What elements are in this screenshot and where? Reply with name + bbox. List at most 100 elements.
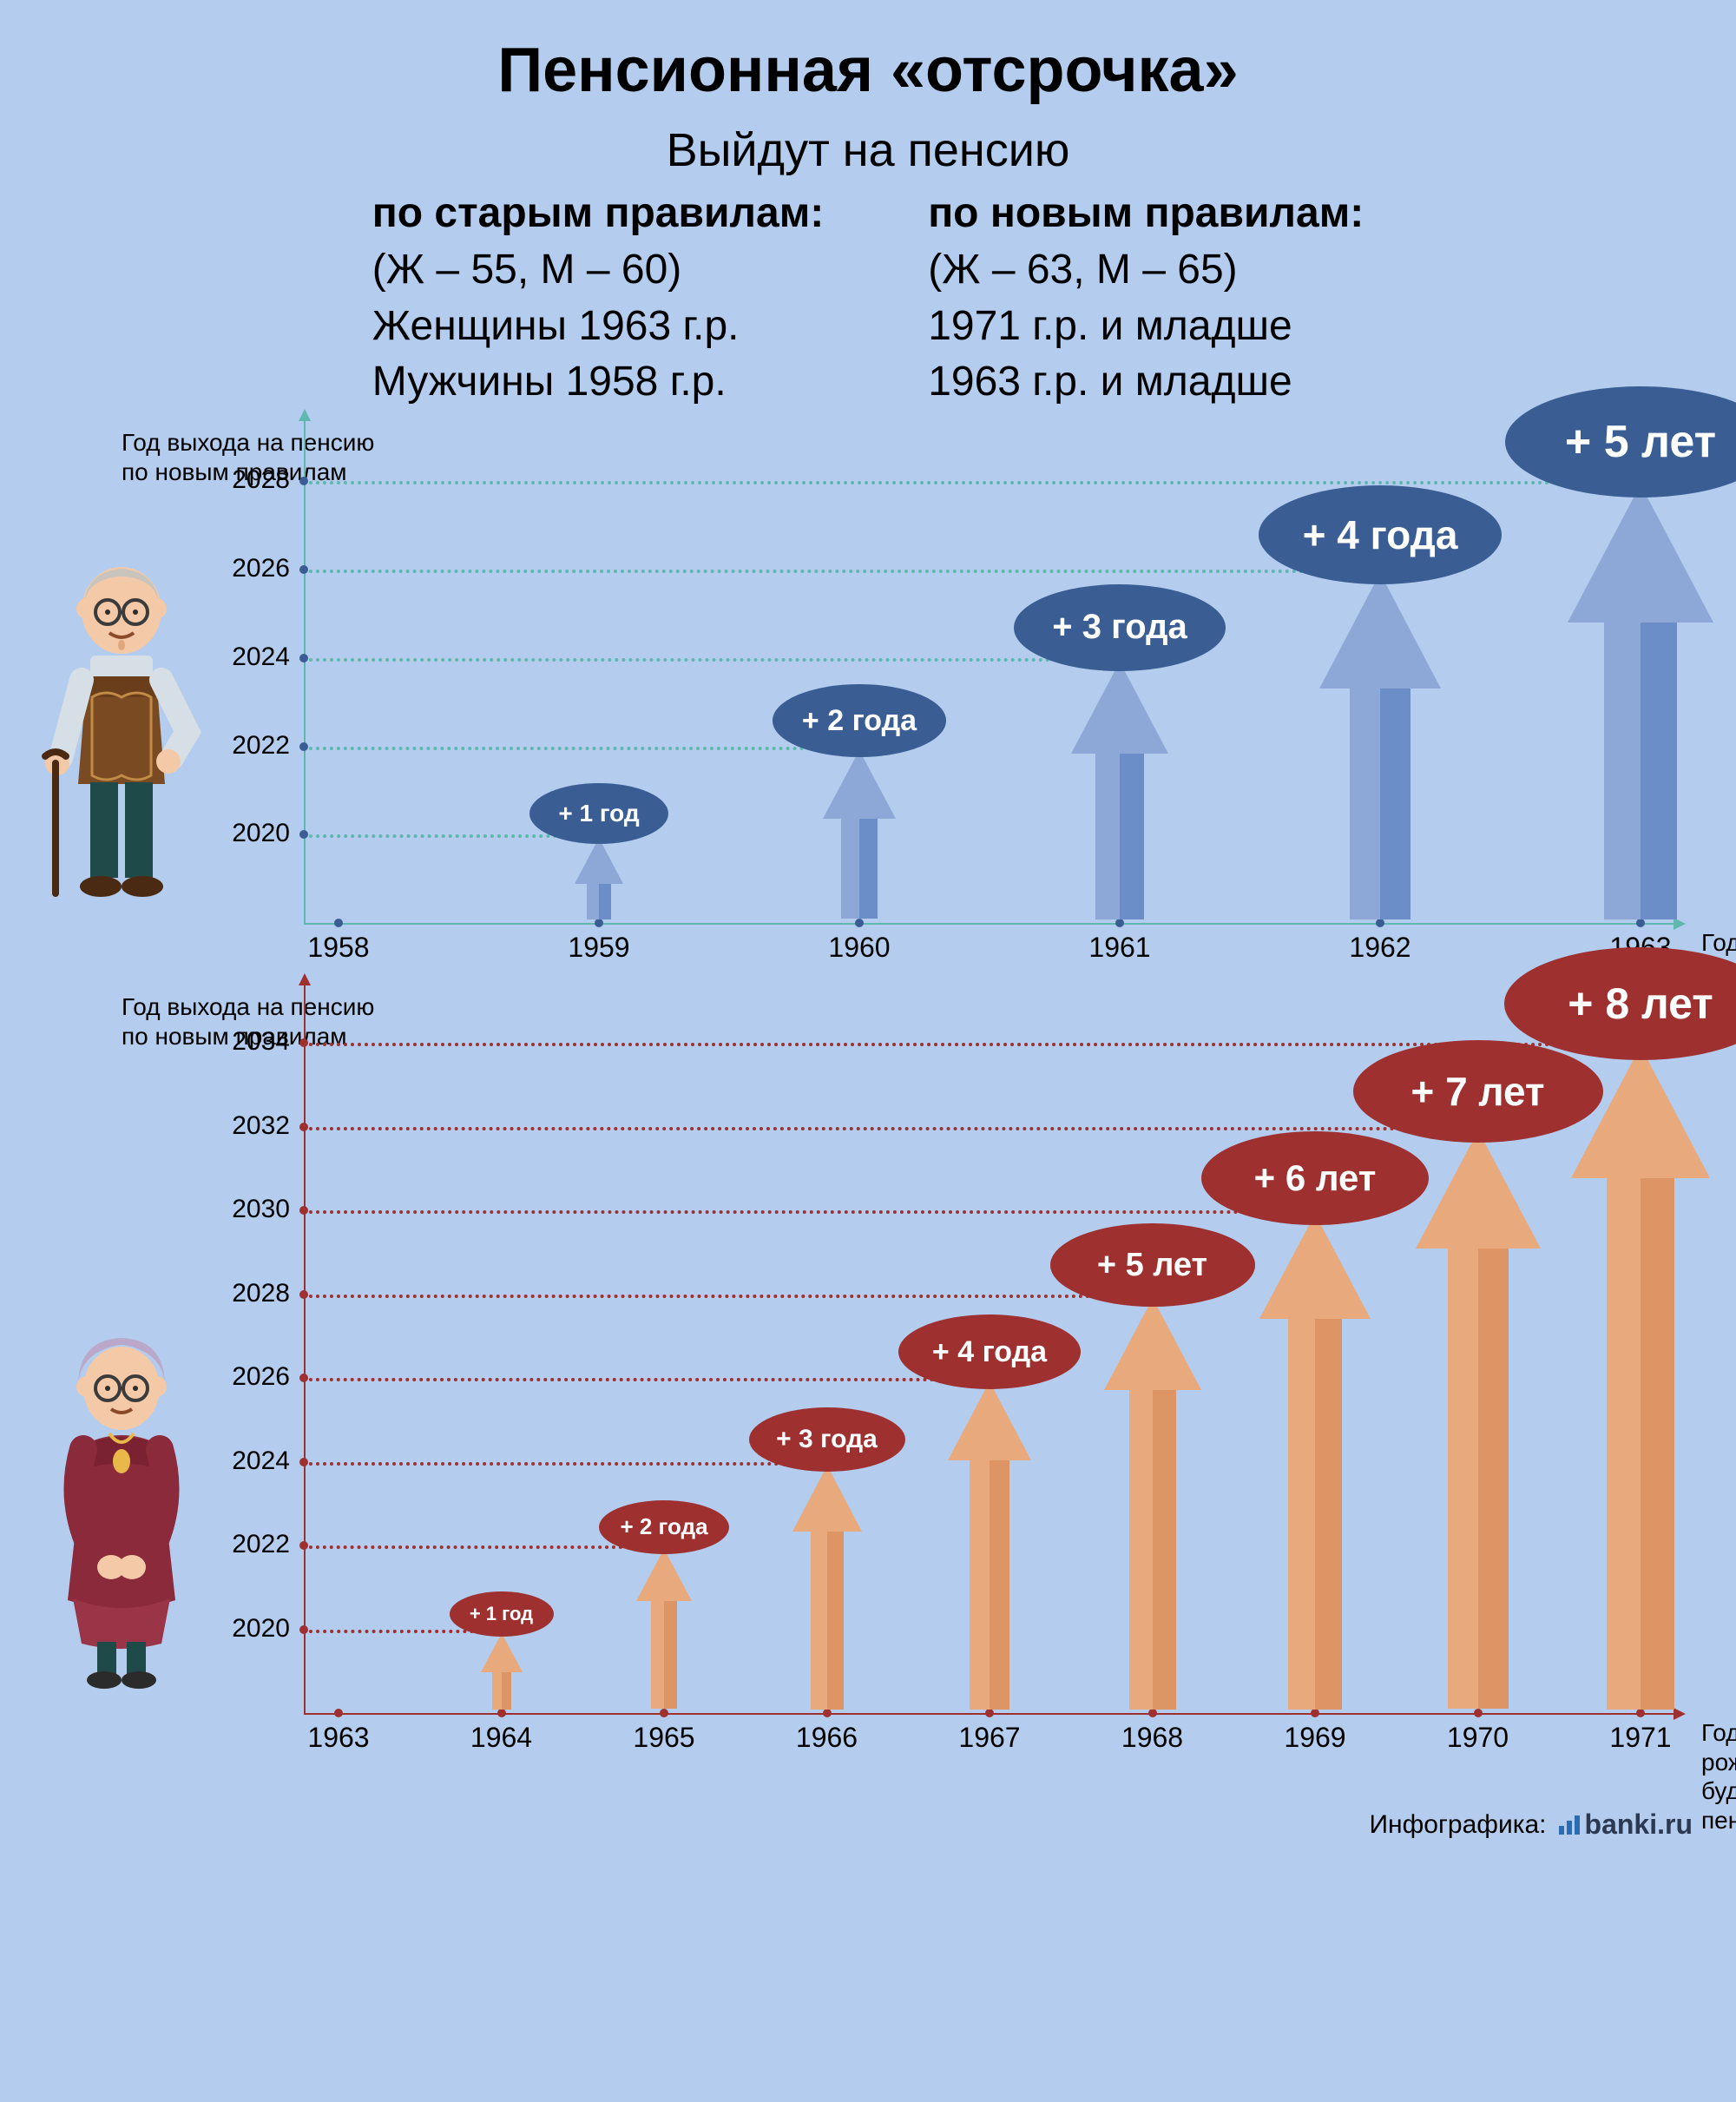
women-arrow-head <box>481 1633 523 1672</box>
men-arrow-shaft <box>1604 623 1677 919</box>
chart-men: Год выхода на пенсию по новым правилам20… <box>234 437 1693 992</box>
rules-old-line: Мужчины 1958 г.р. <box>372 354 824 411</box>
women-y-tick-label: 2034 <box>232 1027 290 1057</box>
women-arrow-shaft <box>492 1672 511 1710</box>
women-gridline <box>309 1210 1315 1214</box>
women-y-tick-label: 2030 <box>232 1195 290 1224</box>
women-gridline <box>309 1127 1478 1130</box>
women-arrow-shaft <box>970 1460 1009 1710</box>
page: Пенсионная «отсрочка» Выйдут на пенсию п… <box>0 0 1736 1867</box>
women-y-tick-dot <box>299 1123 308 1131</box>
grandpa-icon <box>26 558 217 906</box>
men-x-axis <box>304 923 1675 925</box>
men-x-tick-label: 1962 <box>1349 932 1410 964</box>
women-x-tick-label: 1971 <box>1609 1722 1671 1754</box>
women-y-axis-arrow <box>299 973 311 985</box>
rules-old-line: (Ж – 55, М – 60) <box>372 242 824 299</box>
men-arrow-shaft <box>1095 754 1144 919</box>
women-x-tick-dot <box>1636 1709 1645 1717</box>
grandma-icon <box>26 1331 217 1696</box>
men-gridline <box>309 747 859 750</box>
mascot-grandpa <box>9 558 234 992</box>
women-x-tick-label: 1964 <box>470 1722 532 1754</box>
women-y-tick-dot <box>299 1290 308 1299</box>
women-gridline <box>309 1295 1153 1298</box>
men-arrow-shaft <box>587 884 611 919</box>
footer: Инфографика: banki.ru <box>9 1791 1727 1841</box>
women-gridline <box>309 1378 990 1381</box>
women-arrow-head <box>1416 1130 1541 1249</box>
page-title: Пенсионная «отсрочка» <box>9 35 1727 106</box>
women-arrow-shaft <box>811 1532 844 1710</box>
women-badge: + 1 год <box>450 1591 554 1637</box>
women-arrow <box>481 1633 523 1710</box>
men-y-title: Год выхода на пенсию по новым правилам <box>122 428 469 486</box>
rules-old: по старым правилам: (Ж – 55, М – 60) Жен… <box>372 186 824 411</box>
rules-new: по новым правилам: (Ж – 63, М – 65) 1971… <box>928 186 1364 411</box>
men-arrow <box>823 750 896 920</box>
women-x-tick-label: 1969 <box>1284 1722 1345 1754</box>
men-y-axis <box>304 419 306 923</box>
women-x-tick-label: 1970 <box>1447 1722 1509 1754</box>
women-x-tick-dot <box>1311 1709 1319 1717</box>
men-arrow <box>1071 662 1168 919</box>
men-y-tick-label: 2020 <box>232 819 290 848</box>
men-gridline <box>309 570 1380 573</box>
chart-women-wrap: Год выхода на пенсию по новым правилам20… <box>9 1001 1727 1782</box>
women-x-tick-label: 1967 <box>958 1722 1020 1754</box>
women-x-axis-arrow <box>1674 1708 1686 1720</box>
women-x-tick-dot <box>1474 1709 1483 1717</box>
men-y-tick-label: 2022 <box>232 731 290 761</box>
women-y-title: Год выхода на пенсию по новым правилам <box>122 992 469 1051</box>
women-badge: + 6 лет <box>1201 1131 1429 1225</box>
men-x-tick-dot <box>855 919 864 927</box>
men-x-tick-label: 1958 <box>307 932 369 964</box>
women-y-tick-label: 2020 <box>232 1614 290 1644</box>
women-y-tick-label: 2032 <box>232 1111 290 1141</box>
women-arrow <box>948 1381 1031 1710</box>
men-gridline <box>309 658 1120 662</box>
men-badge: + 4 года <box>1259 485 1502 584</box>
women-x-tick-dot <box>985 1709 994 1717</box>
women-arrow-shaft <box>1288 1319 1342 1709</box>
men-arrow <box>1319 573 1441 919</box>
women-y-tick-label: 2022 <box>232 1530 290 1559</box>
women-x-tick-dot <box>334 1709 343 1717</box>
men-badge: + 3 года <box>1014 584 1226 671</box>
men-y-tick-dot <box>299 742 308 751</box>
brand-logo: banki.ru <box>1559 1809 1693 1841</box>
women-arrow <box>1416 1130 1541 1710</box>
men-y-tick-dot <box>299 830 308 839</box>
mascot-grandma <box>9 1331 234 1782</box>
women-arrow-head <box>1571 1046 1710 1178</box>
men-x-tick-label: 1959 <box>568 932 629 964</box>
page-subtitle: Выйдут на пенсию <box>9 123 1727 177</box>
men-arrow-head <box>823 750 896 819</box>
men-x-axis-arrow <box>1674 918 1686 930</box>
chart-men-wrap: Год выхода на пенсию по новым правилам20… <box>9 437 1727 992</box>
men-arrow-head <box>1071 662 1168 754</box>
men-x-tick-dot <box>595 919 603 927</box>
women-arrow-head <box>948 1381 1031 1460</box>
men-x-tick-label: 1961 <box>1088 932 1150 964</box>
men-gridline <box>309 481 1641 484</box>
men-arrow <box>1568 484 1713 919</box>
men-arrow-head <box>1568 484 1713 623</box>
brand-name: banki.ru <box>1585 1809 1693 1841</box>
women-badge: + 5 лет <box>1050 1223 1255 1307</box>
men-badge: + 2 года <box>773 684 946 757</box>
women-arrow-head <box>792 1466 862 1532</box>
footer-label: Инфографика: <box>1369 1810 1546 1840</box>
women-y-tick-dot <box>299 1374 308 1382</box>
women-arrow <box>1571 1046 1710 1710</box>
rules-row: по старым правилам: (Ж – 55, М – 60) Жен… <box>9 186 1727 411</box>
women-y-tick-label: 2028 <box>232 1279 290 1308</box>
women-badge: + 2 года <box>599 1500 729 1554</box>
women-x-tick-label: 1968 <box>1121 1722 1183 1754</box>
women-arrow <box>636 1549 692 1710</box>
men-y-tick-dot <box>299 565 308 574</box>
men-x-tick-label: 1960 <box>828 932 890 964</box>
men-y-tick-label: 2026 <box>232 554 290 583</box>
men-arrow-shaft <box>841 819 878 919</box>
women-gridline <box>309 1462 827 1466</box>
